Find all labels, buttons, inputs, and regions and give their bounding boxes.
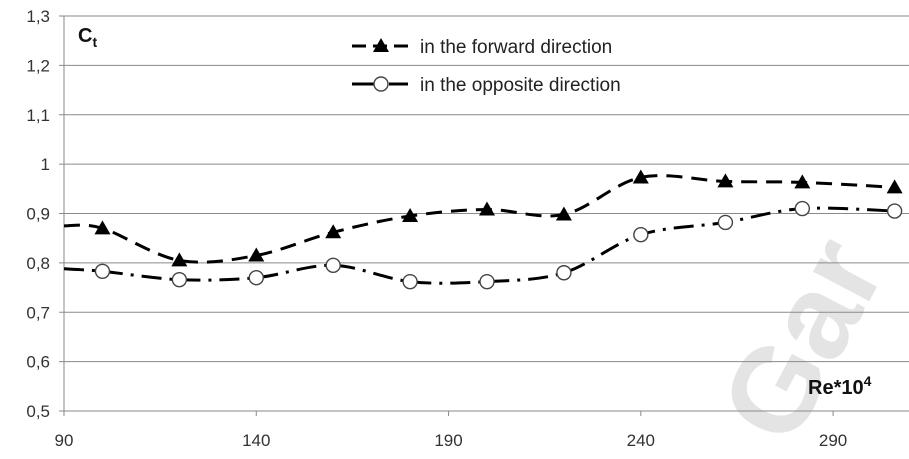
legend-label: in the forward direction (420, 37, 612, 58)
circle-data-point (886, 203, 903, 219)
triangle-data-point (632, 169, 649, 184)
triangle-data-point (717, 173, 734, 188)
triangle-data-point (248, 247, 265, 262)
y-tick-label: 1,1 (26, 106, 50, 125)
circle-data-point (556, 265, 572, 281)
y-tick-label: 0,5 (26, 402, 50, 421)
x-tick-label: 190 (434, 431, 462, 450)
legend: in the forward direction in the opposite … (352, 37, 621, 96)
gridlines (64, 15, 909, 363)
triangle-data-point (794, 174, 811, 189)
x-tick-label: 290 (819, 431, 847, 450)
triangle-data-point (479, 201, 495, 216)
circle-data-point (248, 269, 264, 286)
y-tick-label: 1,2 (26, 56, 50, 75)
x-tick-label: 140 (242, 431, 270, 450)
x-tick-label: 90 (55, 431, 74, 450)
circle-data-point (794, 200, 811, 217)
legend-circle-icon (373, 76, 389, 92)
triangle-data-point (886, 179, 903, 194)
axes: 0,5 0,6 0,7 0,8 0,9 1 1,1 1,2 1,3 90 140 190 240 290 (26, 7, 909, 450)
x-tick-label: 240 (627, 431, 655, 450)
x-axis-title: Re*104 (808, 373, 872, 399)
y-axis-title: Ct (78, 25, 97, 50)
legend-triangle-icon (373, 38, 389, 52)
circle-data-point (633, 227, 649, 243)
y-tick-label: 0,8 (26, 254, 50, 273)
circle-data-point (171, 271, 188, 288)
y-tick-label: 1 (41, 155, 50, 174)
series-line (63, 206, 895, 285)
legend-label: in the opposite direction (420, 75, 621, 96)
circle-data-point (717, 214, 734, 231)
triangle-data-point (555, 206, 572, 221)
circle-data-point (402, 273, 418, 290)
series-layer (63, 169, 903, 290)
circle-data-point (94, 263, 111, 279)
triangle-data-point (402, 207, 419, 222)
circle-data-point (325, 257, 341, 274)
axis-titles: Ct Re*104 (78, 25, 872, 399)
y-tick-label: 0,9 (26, 205, 50, 224)
circle-data-point (479, 273, 495, 290)
triangle-data-point (94, 220, 111, 235)
y-tick-label: 1,3 (26, 7, 50, 26)
triangle-data-point (171, 252, 188, 267)
series-line (63, 174, 895, 264)
y-tick-label: 0,6 (26, 353, 50, 372)
watermark-text: Gar (695, 217, 909, 459)
series-1 (63, 169, 903, 267)
series-2 (63, 200, 903, 290)
triangle-data-point (325, 224, 342, 239)
y-tick-label: 0,7 (26, 303, 50, 322)
watermark: Gar (695, 217, 909, 459)
